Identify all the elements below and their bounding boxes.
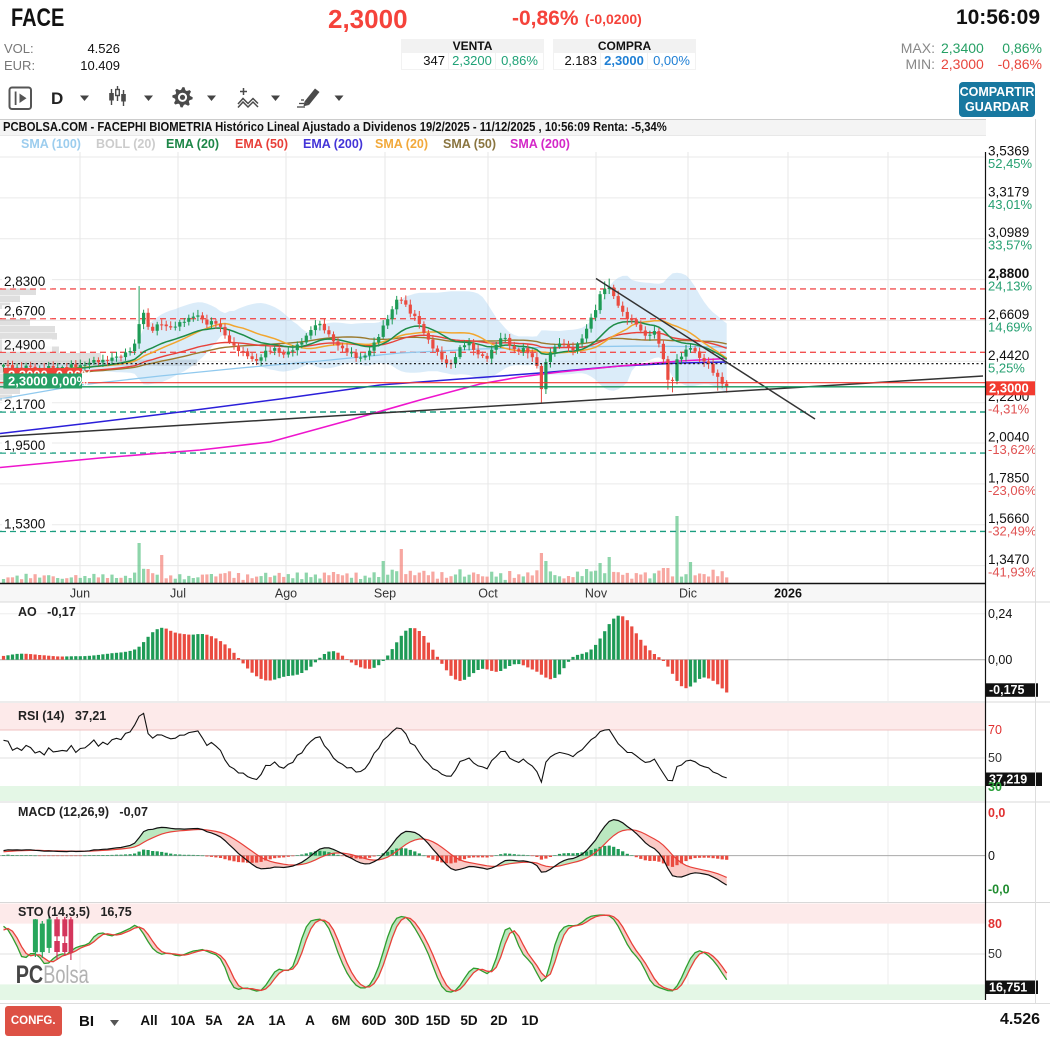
svg-text:0,24: 0,24 [988, 607, 1012, 621]
svg-text:2,4900: 2,4900 [4, 337, 45, 352]
svg-text:AO -0,17: AO -0,17 [18, 605, 76, 619]
svg-text:2,8300: 2,8300 [4, 274, 45, 289]
svg-text:-23,06%: -23,06% [988, 483, 1037, 498]
svg-text:PC: PC [16, 961, 44, 989]
svg-text:43,01%: 43,01% [988, 197, 1033, 212]
svg-text:1,7850: 1,7850 [988, 470, 1029, 485]
svg-text:1,5300: 1,5300 [4, 516, 45, 531]
svg-text:50: 50 [988, 947, 1002, 961]
svg-text:2,4420: 2,4420 [988, 348, 1029, 363]
svg-text:1,3470: 1,3470 [988, 552, 1029, 567]
svg-text:Bolsa: Bolsa [43, 961, 89, 989]
svg-text:2,6700: 2,6700 [4, 304, 45, 319]
svg-text:2,0040: 2,0040 [988, 430, 1029, 445]
svg-text:Nov: Nov [585, 587, 608, 601]
svg-text:RSI (14) 37,21: RSI (14) 37,21 [18, 709, 106, 723]
svg-text:-0,175: -0,175 [989, 683, 1024, 697]
svg-text:0,0: 0,0 [988, 806, 1005, 820]
svg-text:-4,31%: -4,31% [988, 402, 1030, 417]
svg-text:2,8800: 2,8800 [988, 266, 1029, 281]
svg-text:3,5369: 3,5369 [988, 144, 1029, 159]
svg-text:Jun: Jun [70, 587, 90, 601]
svg-text:2,6609: 2,6609 [988, 307, 1029, 322]
svg-text:30: 30 [988, 780, 1002, 794]
svg-text:52,45%: 52,45% [988, 156, 1033, 171]
svg-text:50: 50 [988, 751, 1002, 765]
svg-text:STO (14,3,5) 16,75: STO (14,3,5) 16,75 [18, 905, 132, 919]
svg-text:16,751: 16,751 [989, 980, 1027, 994]
svg-text:-13,62%: -13,62% [988, 442, 1037, 457]
svg-text:3,3179: 3,3179 [988, 184, 1029, 199]
svg-text:2026: 2026 [774, 587, 802, 601]
svg-text:Dic: Dic [679, 587, 697, 601]
svg-text:0,00: 0,00 [988, 653, 1012, 667]
svg-text:-0,0: -0,0 [988, 883, 1010, 897]
svg-text:Sep: Sep [374, 587, 396, 601]
svg-text:70: 70 [988, 723, 1002, 737]
svg-text:2,3000 0,00%: 2,3000 0,00% [8, 374, 89, 389]
svg-text:0: 0 [988, 849, 995, 863]
svg-text:5,25%: 5,25% [988, 360, 1025, 375]
svg-text:1,5660: 1,5660 [988, 511, 1029, 526]
svg-text:MACD (12,26,9) -0,07: MACD (12,26,9) -0,07 [18, 805, 148, 819]
svg-text:Jul: Jul [170, 587, 186, 601]
svg-text:80: 80 [988, 917, 1002, 931]
svg-text:Oct: Oct [478, 587, 498, 601]
svg-text:3,0989: 3,0989 [988, 225, 1029, 240]
svg-text:33,57%: 33,57% [988, 238, 1033, 253]
svg-text:1,9500: 1,9500 [4, 438, 45, 453]
svg-text:24,13%: 24,13% [988, 279, 1033, 294]
svg-text:2,3000: 2,3000 [989, 381, 1029, 396]
svg-text:2,1700: 2,1700 [4, 397, 45, 412]
svg-text:-41,93%: -41,93% [988, 565, 1037, 580]
svg-text:37,219: 37,219 [989, 772, 1027, 786]
svg-text:14,69%: 14,69% [988, 319, 1033, 334]
svg-text:-32,49%: -32,49% [988, 524, 1037, 539]
svg-text:Ago: Ago [275, 587, 297, 601]
svg-text:D: D [51, 89, 63, 108]
